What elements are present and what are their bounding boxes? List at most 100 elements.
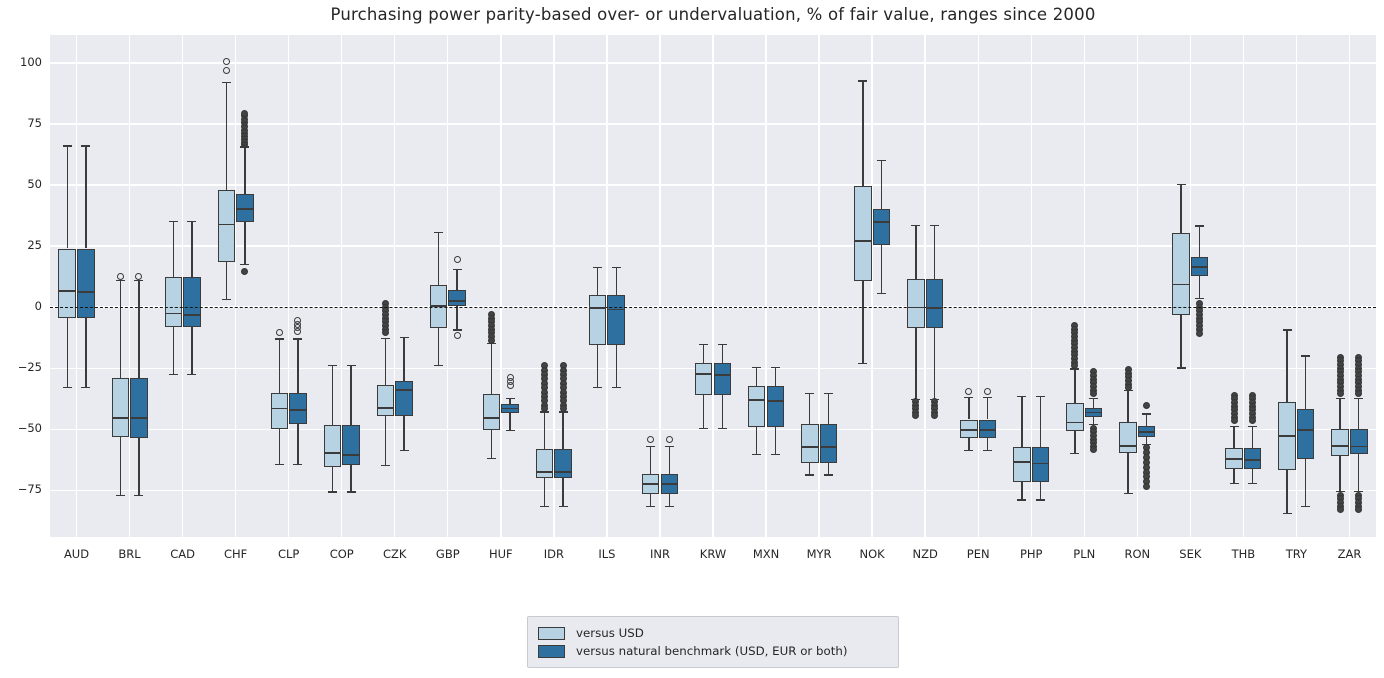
whisker-upper-IDR-benchmark [562,412,564,449]
median-KRW-benchmark [713,373,732,376]
whisker-upper-CLP-benchmark [297,338,299,393]
box-CHF-usd [217,190,236,262]
median-HUF-usd [482,417,501,420]
median-CAD-usd [164,312,183,315]
cap-lower-IDR-benchmark [558,505,568,507]
cap-lower-PEN-usd [964,449,974,451]
cap-upper-PEN-benchmark [983,396,992,399]
whisker-lower-ZAR-usd [1339,456,1341,492]
outlier-THB-benchmark-7 [1249,417,1257,425]
box-ZAR-benchmark [1350,428,1368,455]
x-tick-label-THB: THB [1231,547,1256,561]
whisker-lower-BRL-benchmark [138,437,140,496]
cap-lower-TRY-usd [1282,512,1292,514]
whisker-upper-NOK-benchmark [880,160,883,209]
whisker-upper-ILS-usd [596,267,599,295]
cap-upper-RON-benchmark [1142,413,1152,415]
whisker-upper-INR-usd [649,446,652,475]
x-tick-label-BRL: BRL [118,547,141,561]
whisker-lower-KRW-usd [703,395,705,429]
x-tick-label-RON: RON [1124,547,1151,561]
cap-lower-HUF-benchmark [505,429,515,432]
cap-lower-THB-usd [1229,483,1239,485]
outlier-RON-usd-5 [1124,384,1132,392]
cap-upper-CZK-benchmark [399,336,409,339]
cap-lower-COP-usd [327,491,337,493]
outlier-HUF-usd-7 [488,336,496,344]
x-tick-label-CLP: CLP [277,547,300,561]
y-tick-label-100: 100 [20,54,42,69]
cap-lower-ZAR-usd [1335,490,1345,493]
cap-lower-CHF-usd [221,299,231,301]
outlier-NZD-usd-4 [912,411,920,419]
cap-upper-MXN-benchmark [770,367,780,369]
cap-lower-NOK-usd [858,362,868,364]
box-BRL-benchmark [130,377,148,438]
y-tick-label-75: 75 [27,115,42,130]
whisker-lower-NZD-benchmark [933,328,936,400]
whisker-lower-TRY-usd [1286,470,1288,514]
whisker-lower-NOK-usd [862,281,864,364]
median-IDR-usd [535,471,554,473]
outlier-CHF-benchmark-11 [241,109,249,117]
cap-upper-MYR-benchmark [823,392,833,395]
median-NOK-usd [854,239,872,242]
y-tick-label-25: 25 [27,238,42,253]
box-IDR-usd [535,448,554,479]
box-GBP-benchmark [448,290,466,307]
median-COP-usd [323,452,342,455]
box-TRY-benchmark [1296,408,1315,460]
cap-lower-CHF-benchmark [240,263,250,266]
box-CLP-usd [270,392,289,430]
whisker-upper-KRW-usd [703,344,705,363]
box-BRL-usd [111,377,129,437]
whisker-lower-ILS-usd [596,344,599,388]
outlier-PLN-usd-11 [1071,362,1079,370]
cap-upper-CHF-usd [221,81,231,84]
cap-upper-ILS-benchmark [611,266,621,268]
cap-upper-PLN-benchmark [1089,397,1099,399]
outlier-CLP-benchmark-3 [294,328,302,336]
whisker-lower-MYR-benchmark [827,463,830,476]
median-ILS-benchmark [607,308,625,311]
gridline-x-HUF [500,35,502,537]
box-PEN-usd [960,419,978,438]
median-KRW-usd [694,372,713,375]
whisker-lower-MXN-usd [756,426,758,455]
cap-upper-THB-usd [1229,425,1239,428]
whisker-lower-CAD-benchmark [191,327,193,375]
outlier-INR-usd-0 [647,435,655,443]
cap-lower-PLN-usd [1070,452,1080,454]
box-PHP-benchmark [1031,446,1050,483]
cap-upper-KRW-usd [699,343,709,346]
whisker-lower-MXN-benchmark [774,426,777,455]
median-INR-usd [641,483,660,485]
outlier-ZAR-usd-15 [1336,506,1344,514]
box-PHP-usd [1013,446,1031,483]
outlier-THB-usd-7 [1230,417,1238,425]
cap-lower-GBP-benchmark [452,329,462,331]
whisker-upper-AUD-usd [66,145,68,249]
x-tick-label-PEN: PEN [966,547,990,561]
cap-upper-AUD-usd [62,145,72,147]
cap-upper-INR-usd [646,445,656,448]
box-MYR-benchmark [819,424,838,464]
median-ZAR-benchmark [1350,445,1368,448]
cap-upper-MYR-usd [805,392,815,395]
box-PEN-benchmark [978,419,997,438]
whisker-upper-CHF-usd [225,82,228,191]
outlier-CLP-usd-0 [275,328,283,336]
x-tick-label-MXN: MXN [752,547,780,561]
cap-upper-PHP-benchmark [1036,396,1046,398]
box-MXN-usd [747,385,766,427]
legend-swatch-benchmark [538,644,565,658]
cap-lower-RON-usd [1123,492,1133,495]
cap-upper-NOK-benchmark [876,159,886,162]
legend-item-usd: versus USD [538,624,888,642]
cap-lower-SEK-benchmark [1195,297,1205,300]
gridline-x-AUD [75,35,78,537]
x-tick-label-PLN: PLN [1073,547,1096,561]
outlier-INR-benchmark-0 [665,435,673,443]
gridline-x-CHF [234,35,237,537]
x-tick-label-PHP: PHP [1019,547,1043,561]
